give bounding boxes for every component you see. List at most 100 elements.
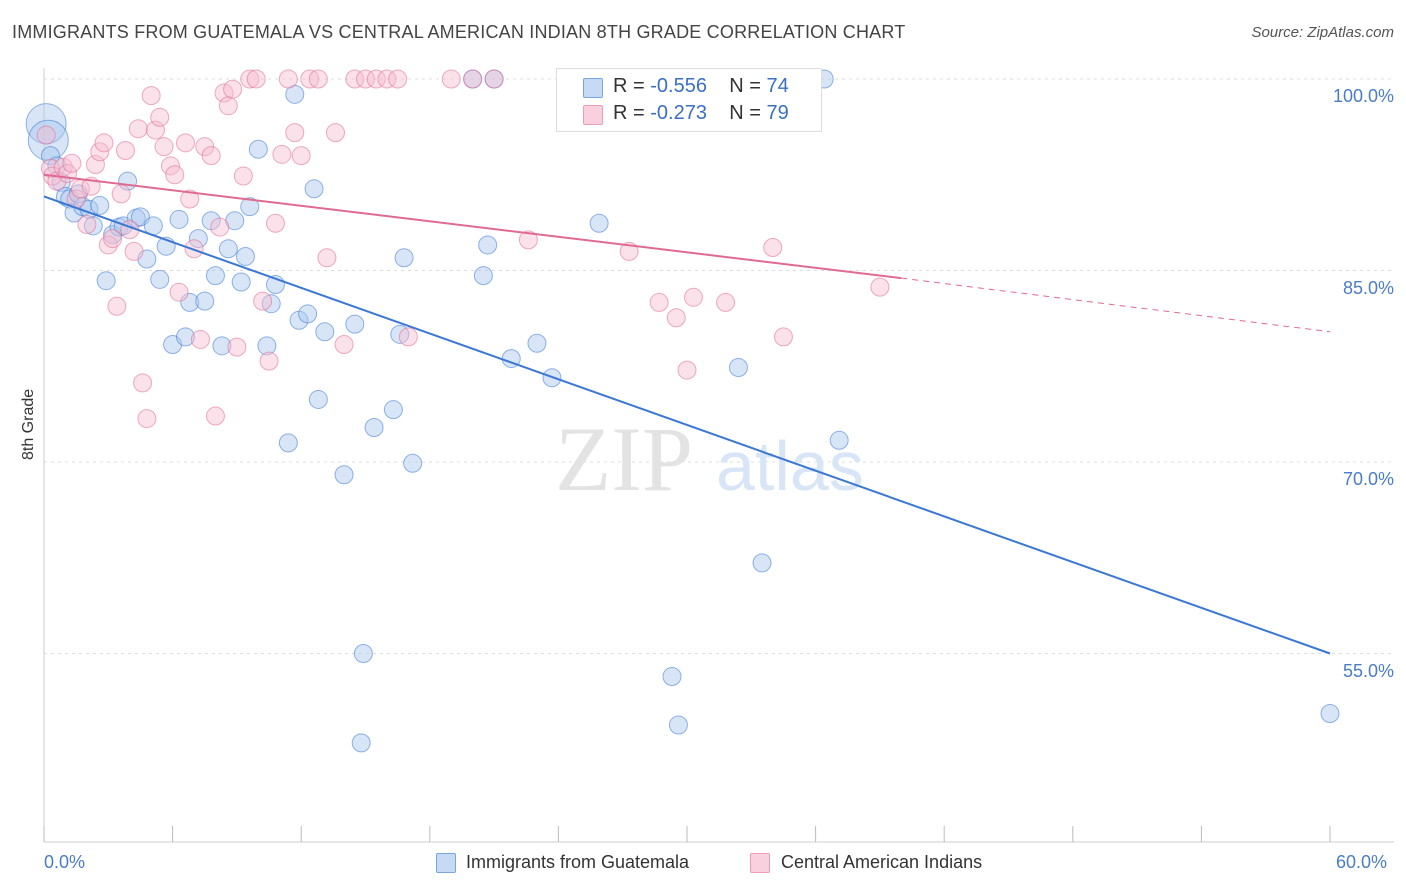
y-tick-55: 55.0% <box>1342 660 1394 681</box>
data-point <box>233 166 253 186</box>
legend-n-value: 79 <box>766 102 789 124</box>
data-point <box>85 155 105 175</box>
data-point <box>180 189 200 209</box>
data-point <box>518 230 538 250</box>
data-point <box>1320 704 1340 724</box>
data-point <box>231 272 251 292</box>
data-point <box>345 314 365 334</box>
data-point <box>484 69 504 89</box>
data-point <box>364 418 384 438</box>
data-point <box>278 69 298 89</box>
data-point <box>235 246 255 266</box>
data-point <box>345 69 365 89</box>
data-point <box>107 296 127 316</box>
bottom-legend-central-american-indians: Central American Indians <box>781 852 983 872</box>
chart-source: Source: ZipAtlas.com <box>1251 24 1394 41</box>
legend-n-value: 74 <box>766 75 789 97</box>
data-point <box>773 327 793 347</box>
data-point <box>150 107 170 127</box>
x-tick-min: 0.0% <box>44 852 86 872</box>
data-point <box>589 213 609 233</box>
data-point <box>265 213 285 233</box>
data-point <box>145 120 165 140</box>
y-tick-100: 100.0% <box>1332 86 1394 106</box>
data-point <box>353 644 373 663</box>
data-point <box>133 373 153 393</box>
bottom-legend-swatch-guatemala <box>436 853 456 873</box>
data-point <box>259 351 279 371</box>
data-point <box>317 248 337 268</box>
data-point <box>77 215 97 235</box>
bottom-legend-swatch-central-american-indians <box>750 853 770 873</box>
data-point <box>190 329 210 349</box>
data-point <box>377 69 397 89</box>
data-point <box>96 271 116 291</box>
data-point <box>169 282 189 302</box>
data-point <box>308 389 328 409</box>
data-point <box>90 195 110 215</box>
stats-legend: R = -0.556 N = 74 R = -0.273 N = 79 <box>556 68 822 132</box>
data-point <box>666 308 686 328</box>
data-point <box>90 142 110 162</box>
gridlines <box>44 78 1394 654</box>
data-point <box>94 133 114 153</box>
data-point <box>334 335 354 355</box>
data-point <box>356 69 375 89</box>
bottom-legend-guatemala: Immigrants from Guatemala <box>466 852 690 872</box>
data-point <box>752 553 772 573</box>
data-point <box>298 304 318 324</box>
data-point <box>398 327 418 347</box>
data-point <box>218 239 238 259</box>
data-point <box>212 336 232 356</box>
legend-r-value: -0.556 <box>650 75 707 97</box>
data-point <box>36 125 56 145</box>
data-point <box>169 209 189 229</box>
data-point <box>829 430 849 450</box>
data-point <box>285 123 305 143</box>
data-point <box>649 292 669 312</box>
legend-row-central-american-indians: R = -0.273 N = 79 <box>613 102 789 125</box>
data-point <box>253 291 273 311</box>
data-point <box>175 327 195 347</box>
data-point <box>394 248 414 268</box>
trend-line-extension <box>901 277 1331 333</box>
data-point <box>201 146 221 166</box>
legend-n-label: N = <box>729 102 761 124</box>
legend-swatch-central-american-indians <box>583 105 603 125</box>
data-point <box>195 291 215 311</box>
data-point <box>240 197 260 217</box>
data-point <box>662 666 682 686</box>
data-point <box>227 337 247 357</box>
legend-r-value: -0.273 <box>650 102 707 124</box>
data-point <box>154 137 174 157</box>
legend-swatch-guatemala <box>583 78 603 98</box>
data-point <box>165 165 185 185</box>
data-point <box>315 322 335 342</box>
data-point <box>115 140 135 160</box>
data-point <box>180 292 200 312</box>
data-point <box>308 69 328 89</box>
data-point <box>246 69 266 89</box>
data-point <box>304 179 324 199</box>
data-point <box>150 269 170 289</box>
data-point <box>124 241 144 261</box>
watermark-atlas: atlas <box>716 427 864 505</box>
data-point <box>291 146 311 166</box>
data-point <box>870 277 890 297</box>
data-point <box>383 400 403 420</box>
data-point <box>188 229 208 249</box>
data-point <box>223 79 243 99</box>
data-point <box>205 406 225 426</box>
legend-r-label: R = <box>613 75 645 97</box>
legend-r-label: R = <box>613 102 645 124</box>
trend-line <box>43 173 902 280</box>
data-point <box>272 144 292 164</box>
data-point <box>668 715 688 735</box>
data-point <box>473 266 493 286</box>
data-point <box>278 433 298 453</box>
data-point <box>62 153 82 173</box>
series-central-american-indians-points <box>36 69 890 429</box>
data-point <box>716 292 736 312</box>
data-point <box>683 287 703 307</box>
